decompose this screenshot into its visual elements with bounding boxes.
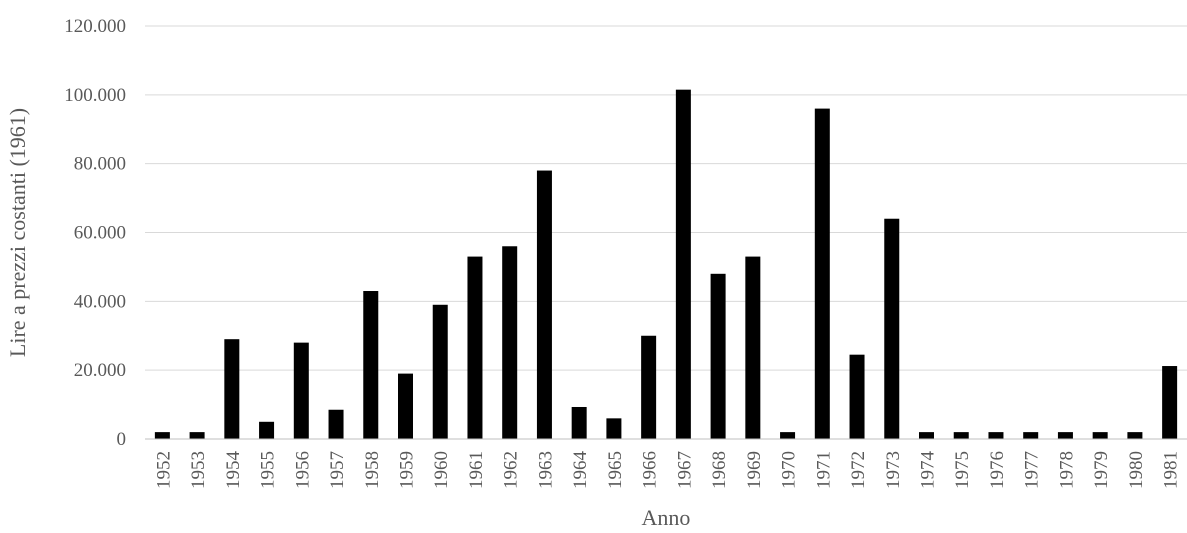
- bar-1968: [710, 273, 726, 439]
- x-tick-label: 1954: [223, 451, 244, 490]
- bar-1979: [1092, 432, 1108, 439]
- x-tick-label: 1959: [397, 451, 418, 489]
- x-tick-label: 1972: [848, 451, 869, 489]
- bar-1978: [1057, 432, 1073, 439]
- x-tick-label: 1977: [1022, 451, 1043, 489]
- x-tick-label: 1952: [153, 451, 174, 489]
- x-tick-label: 1957: [327, 451, 348, 489]
- bar-1976: [988, 432, 1004, 439]
- bar-1975: [953, 432, 969, 439]
- bar-1972: [849, 354, 865, 439]
- bar-1977: [1023, 432, 1039, 439]
- x-tick-label: 1967: [674, 451, 695, 489]
- x-tick-label: 1970: [779, 451, 800, 489]
- x-tick-label: 1961: [466, 451, 487, 489]
- x-tick-label: 1971: [813, 451, 834, 489]
- x-tick-label: 1956: [292, 451, 313, 489]
- bar-1953: [189, 432, 205, 439]
- bar-1957: [328, 409, 344, 439]
- y-tick-label: 60.000: [74, 223, 126, 244]
- y-tick-label: 40.000: [74, 291, 126, 312]
- x-tick-label: 1960: [431, 451, 452, 489]
- x-tick-label: 1962: [501, 451, 522, 489]
- x-tick-label: 1965: [605, 451, 626, 489]
- bar-1956: [293, 342, 309, 439]
- x-tick-label: 1981: [1161, 451, 1182, 489]
- x-tick-label: 1980: [1126, 451, 1147, 489]
- x-tick-label: 1966: [640, 451, 661, 489]
- bar-1962: [502, 246, 518, 439]
- bar-1971: [814, 108, 830, 439]
- x-axis-title: Anno: [642, 505, 691, 530]
- y-tick-label: 0: [117, 429, 127, 450]
- bar-1981: [1162, 366, 1178, 439]
- y-axis-tick-labels: 0 20.000 40.000 60.000 80.000 100.000 120.000: [64, 16, 126, 450]
- gridlines: [145, 25, 1187, 371]
- x-tick-label: 1968: [709, 451, 730, 489]
- y-tick-label: 100.000: [64, 85, 126, 106]
- y-tick-label: 20.000: [74, 360, 126, 381]
- bar-1969: [745, 256, 761, 439]
- x-tick-label: 1953: [188, 451, 209, 489]
- bar-1963: [536, 170, 552, 440]
- bar-1966: [641, 335, 657, 439]
- bar-1967: [675, 89, 691, 439]
- x-tick-label: 1975: [952, 451, 973, 489]
- bar-1961: [467, 256, 483, 439]
- x-tick-label: 1958: [362, 451, 383, 489]
- x-tick-label: 1964: [570, 451, 591, 490]
- x-tick-label: 1955: [258, 451, 279, 489]
- bar-1960: [432, 304, 448, 439]
- bar-1964: [571, 406, 587, 439]
- bar-1954: [224, 339, 240, 439]
- y-tick-label: 80.000: [74, 154, 126, 175]
- bar-1959: [398, 373, 413, 439]
- bar-1980: [1127, 432, 1143, 439]
- x-tick-label: 1974: [918, 451, 939, 490]
- x-tick-label: 1976: [987, 451, 1008, 489]
- bar-1973: [884, 218, 900, 439]
- x-tick-label: 1973: [883, 451, 904, 489]
- x-tick-label: 1969: [744, 451, 765, 489]
- bar-1974: [919, 432, 934, 439]
- y-axis-title: Lire a prezzi costanti (1961): [5, 108, 30, 357]
- x-tick-label: 1963: [535, 451, 556, 489]
- x-tick-label: 1979: [1091, 451, 1112, 489]
- bar-1958: [363, 291, 379, 439]
- x-axis-tick-labels: 1952 1953 1954 1955 1956 1957 1958 1959 1960 1961…: [153, 451, 1181, 490]
- bar-1952: [154, 432, 170, 439]
- bar-1965: [606, 418, 622, 439]
- bar-1955: [259, 421, 275, 439]
- y-tick-label: 120.000: [64, 16, 126, 37]
- bars: [154, 89, 1178, 440]
- x-tick-label: 1978: [1056, 451, 1077, 489]
- bar-1970: [780, 432, 796, 439]
